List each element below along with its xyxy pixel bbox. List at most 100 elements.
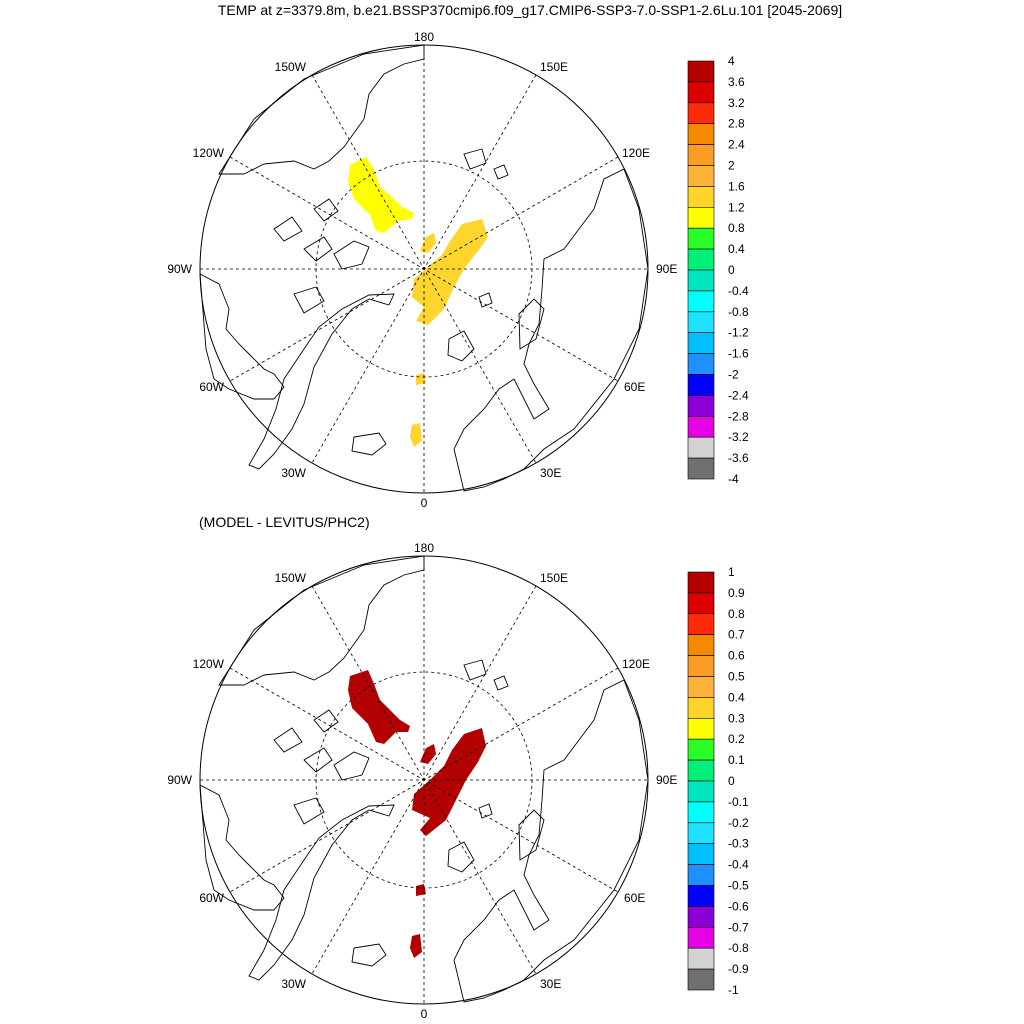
lon-label-90e: 90E [656,773,677,787]
colorbar-cell [687,697,715,719]
colorbar-tick-label: -4 [728,472,739,486]
colorbar-cell [687,738,715,761]
colorbar-tick-label: 2.8 [728,117,745,131]
colorbar-tick-label: -1.2 [728,326,749,340]
colorbar-tick-label: 0 [728,263,735,277]
colorbar-cell [687,248,715,271]
lon-label-150w: 150W [275,60,307,74]
colorbar-cell [687,717,715,740]
colorbar-cell [687,655,715,677]
lon-label-60e: 60E [624,891,645,905]
colorbar-tick-label: 0.9 [728,586,745,600]
lon-label-180: 180 [414,541,434,555]
lon-label-120w: 120W [193,146,225,160]
anomaly-region-fram-strait [416,373,426,385]
colorbar-cell [687,123,715,145]
colorbar-cell [687,436,715,459]
colorbar-tick-label: 0.3 [728,711,745,725]
lon-label-30w: 30W [281,977,306,991]
colorbar-cell [687,885,715,907]
colorbar-cell [687,822,715,844]
colorbar-tick-label: -0.4 [728,284,749,298]
colorbar-tick-label: 0 [728,774,735,788]
colorbar-top: 4 3.6 3.2 2.8 2.4 2 1.6 1.2 0.8 0.4 0 -0.4 -0.8 -1.2 -… [687,54,749,486]
colorbar-tick-label: 2 [728,159,735,173]
anomaly-region-small-north [420,233,436,253]
lon-label-150e: 150E [540,60,568,74]
colorbar-cell [687,457,715,480]
colorbar-tick-label: 4 [728,54,735,68]
lon-label-180: 180 [414,30,434,44]
colorbar-tick-label: 2.4 [728,138,745,152]
colorbar-cell [687,60,715,83]
colorbar-cell [687,592,715,615]
colorbar-cell [687,571,715,594]
colorbar-tick-label: -2.8 [728,409,749,423]
colorbar-tick-label: 3.2 [728,96,745,110]
lon-label-60w: 60W [199,380,224,394]
anomaly-region-fram-strait [416,884,426,896]
colorbar-cell [687,207,715,229]
lon-label-60e: 60E [624,380,645,394]
colorbar-tick-label: -0.8 [728,941,749,955]
colorbar-tick-label: -0.5 [728,879,749,893]
lon-label-90w: 90W [167,773,192,787]
colorbar-cell [687,947,715,970]
lon-label-120e: 120E [622,657,650,671]
colorbar-tick-label: -0.2 [728,816,749,830]
colorbar-tick-label: -3.6 [728,451,749,465]
colorbar-cell [687,613,715,635]
colorbar-cell [687,968,715,991]
colorbar-tick-label: 0.7 [728,628,745,642]
colorbar-cell [687,227,715,250]
colorbar-cell [687,144,715,166]
subtitle: (MODEL - LEVITUS/PHC2) [199,514,370,530]
colorbar-cell [687,290,715,313]
colorbar-tick-label: -3.2 [728,430,749,444]
colorbar-cell [687,906,715,928]
colorbar-cell [687,269,715,292]
colorbar-tick-label: 0.6 [728,649,745,663]
colorbar-tick-label: 0.4 [728,690,745,704]
colorbar-bottom: 1 0.9 0.8 0.7 0.6 0.5 0.4 0.3 0.2 0.1 0 -0.1 -0.2 -0.… [687,565,749,997]
anomaly-region-nordic-sea [410,423,422,447]
colorbar-tick-label: 1 [728,565,735,579]
colorbar-cell [687,353,715,375]
lon-label-90e: 90E [656,262,677,276]
colorbar-tick-label: 0.1 [728,753,745,767]
lon-label-60w: 60W [199,891,224,905]
lon-label-30w: 30W [281,466,306,480]
colorbar-tick-label: -1 [728,983,739,997]
lon-label-30e: 30E [540,977,561,991]
colorbar-tick-label: 0.2 [728,732,745,746]
colorbar-tick-label: -0.1 [728,795,749,809]
colorbar-cell [687,676,715,698]
lon-label-150w: 150W [275,571,307,585]
colorbar-cell [687,165,715,187]
colorbar-cell [687,415,715,438]
colorbar-cell [687,926,715,949]
lon-label-30e: 30E [540,466,561,480]
colorbar-tick-label: -0.9 [728,962,749,976]
colorbar-cell [687,864,715,886]
lon-label-0: 0 [421,496,428,510]
colorbar-tick-label: 0.8 [728,221,745,235]
colorbar-cell [687,186,715,208]
colorbar-tick-label: 1.2 [728,200,745,214]
colorbar-tick-label: -0.8 [728,305,749,319]
colorbar-cell [687,395,715,417]
colorbar-tick-label: -0.3 [728,837,749,851]
colorbar-cell [687,311,715,333]
colorbar-tick-label: 0.5 [728,670,745,684]
colorbar-cell [687,759,715,782]
colorbar-cell [687,81,715,104]
lon-label-0: 0 [421,1007,428,1021]
colorbar-cell [687,102,715,125]
lon-label-150e: 150E [540,571,568,585]
colorbar-cell [687,801,715,824]
bottom-polar-map: 180 0 90W 90E 150W 150E 120W 120E 60W 60… [167,541,677,1021]
colorbar-tick-label: 0.8 [728,607,745,621]
colorbar-tick-label: -0.7 [728,920,749,934]
colorbar-tick-label: -2.4 [728,388,749,402]
